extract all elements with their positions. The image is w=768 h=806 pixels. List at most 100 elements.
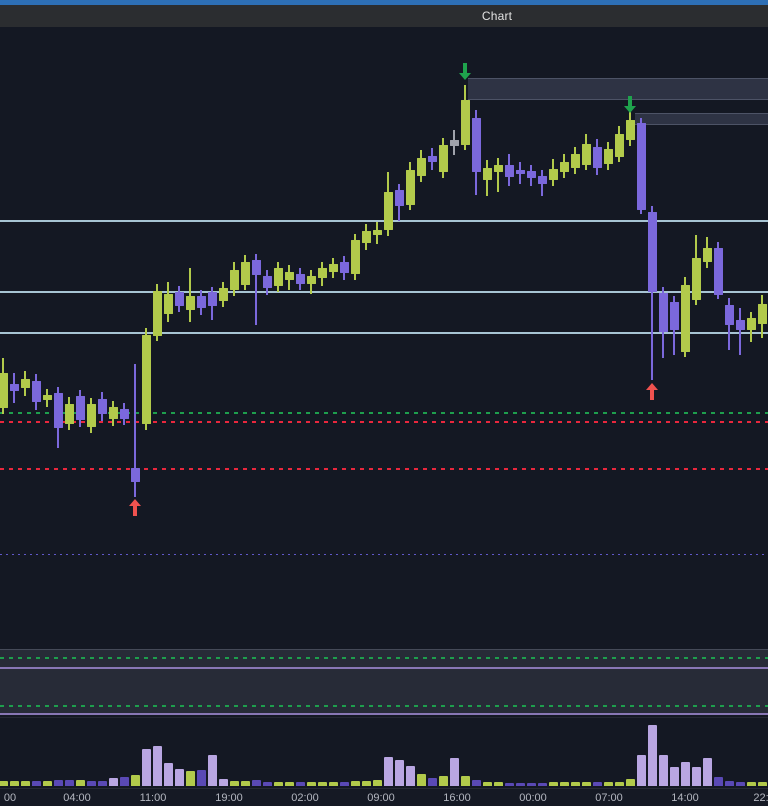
volume-bar [20,781,30,786]
volume-bar [702,758,712,786]
candle [53,393,63,428]
time-axis-label: 19:00 [215,792,243,804]
volume-bar [680,762,690,786]
candle [526,171,536,178]
volume-bar [713,777,723,786]
candle [614,134,624,157]
time-axis-label: 00 [3,792,17,804]
volume-bar [295,782,305,786]
volume-bar [108,778,118,786]
candle [570,154,580,168]
volume-bar [86,781,96,786]
candle [20,379,30,388]
candle [460,100,470,145]
candle [240,262,250,285]
candle [75,396,85,420]
pane-separator [0,717,768,718]
candle [515,170,525,174]
candle [702,248,712,262]
time-axis-label: 02:00 [291,792,319,804]
volume-bar [603,782,613,786]
purple-dotted-signal-line [0,554,768,555]
candle [735,320,745,330]
candle [757,304,767,324]
candle-wick [651,206,653,380]
arrow-stem [650,390,654,400]
volume-bar [328,782,338,786]
candle-wick [189,268,191,322]
volume-bar [141,749,151,786]
candle [482,168,492,180]
candle [581,144,591,165]
volume-bar [724,781,734,786]
time-axis-label: 22: [753,792,768,804]
candle [713,248,723,295]
red-dashed-signal-line [0,421,768,423]
candle [284,272,294,280]
candle-wick [255,254,257,325]
arrow-head-icon [646,383,658,390]
arrow-stem [463,63,467,73]
volume-bar [361,781,371,786]
candle [97,399,107,414]
supply-zone-box [468,78,768,100]
volume-bar [471,780,481,786]
volume-bar [592,782,602,786]
tab-chart[interactable]: Chart [481,9,513,23]
volume-bar [218,779,228,786]
candle [328,264,338,272]
candle [471,118,481,172]
volume-bar [240,781,250,786]
candle [229,270,239,290]
chart-canvas[interactable] [0,27,768,788]
candle-wick [134,364,136,497]
time-axis[interactable]: 00 04:00 11:00 19:00 02:00 09:00 16:00 00:00 07:… [0,788,768,806]
candle [559,162,569,172]
volume-bar [493,782,503,786]
candle [746,318,756,330]
candle [438,145,448,172]
volume-bar [119,777,129,786]
candle [295,274,305,284]
candle [416,158,426,176]
candle-wick [739,308,741,355]
volume-bar [372,780,382,786]
candle [548,169,558,180]
volume-bar [416,774,426,786]
volume-bar [537,783,547,786]
volume-bar [229,781,239,786]
candle [449,140,459,146]
volume-bar [449,758,459,786]
volume-bar [559,782,569,786]
candle [625,120,635,140]
volume-bar [163,763,173,786]
candle [405,170,415,205]
candle [383,192,393,230]
candle [427,156,437,162]
volume-bar [42,781,52,786]
volume-bar [53,780,63,786]
red-dashed-signal-line [0,468,768,470]
candle [669,302,679,330]
volume-bar [185,771,195,786]
volume-bar [515,783,525,786]
indicator-band [0,649,768,714]
candle [273,268,283,286]
support-resistance-line [0,291,768,293]
volume-bar [526,783,536,786]
candle [42,395,52,400]
volume-bar [581,782,591,786]
candle-wick [497,158,499,192]
volume-bar [570,782,580,786]
volume-bar [251,780,261,786]
support-resistance-line [0,332,768,334]
volume-bar [0,781,8,786]
time-axis-label: 00:00 [519,792,547,804]
candle [361,231,371,243]
candle [9,384,19,391]
volume-bar [658,755,668,786]
volume-bar [9,781,19,786]
title-bar-accent-strip [0,0,768,5]
volume-bar [394,760,404,786]
time-axis-label: 11:00 [139,792,167,804]
